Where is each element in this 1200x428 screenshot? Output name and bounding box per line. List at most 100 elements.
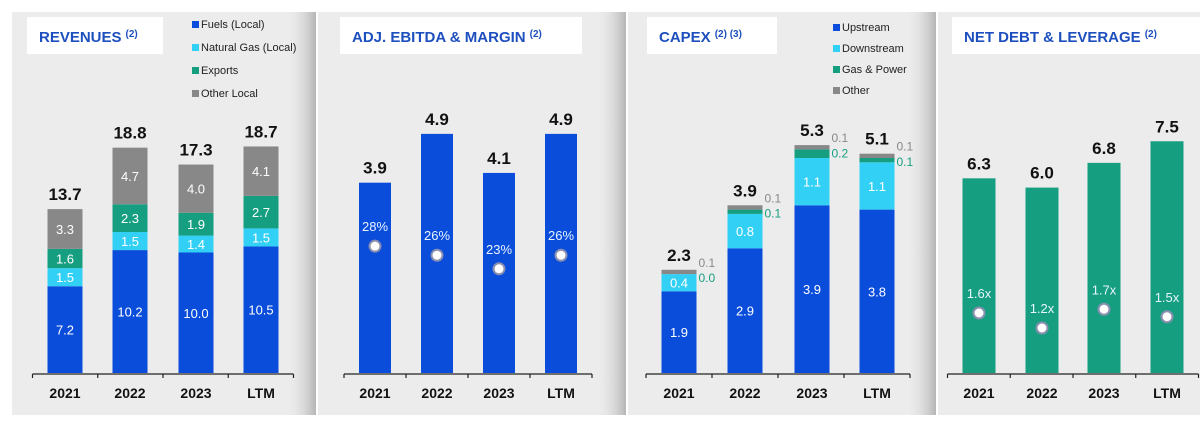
bar-exports [47,248,83,269]
x-tick-label: LTM [547,385,575,401]
chart-title: REVENUES [39,29,122,46]
segment-label: 3.8 [868,284,886,299]
segment-label: 0.1 [765,207,782,221]
x-tick-label: LTM [1153,385,1181,401]
bar-downstream [794,158,830,206]
total-label: 7.5 [1155,117,1179,136]
legend-swatch [833,24,840,31]
total-label: 3.9 [363,159,387,178]
legend-label: Other Local [201,88,258,100]
bar-natural-gas-local- [112,232,148,251]
total-label: 17.3 [179,141,212,160]
segment-label: 4.0 [187,182,205,197]
total-label: 3.9 [733,181,757,200]
total-label: 18.7 [244,122,277,141]
segment-label: 0.1 [765,191,782,205]
title-box [647,17,777,54]
x-tick-label: LTM [247,385,275,401]
segment-label: 1.5 [121,234,139,249]
total-label: 6.0 [1030,164,1054,183]
bar-other-local [112,147,148,205]
segment-label: 10.0 [183,306,208,321]
panel-shadow [906,12,936,415]
chart-panel-4: NET DEBT & LEVERAGE (2) 2021 6.3 1.6x 2022 6.0… [938,12,1200,415]
marker-point [492,262,506,276]
legend-label: Other [842,85,870,97]
legend-swatch [833,66,840,73]
bar-natural-gas-local- [178,235,214,253]
segment-label: 7.2 [56,323,74,338]
bar-other-local [178,164,214,213]
chart-panel-2: ADJ. EBITDA & MARGIN (2) 2021 3.9 28% 2022 4.9… [318,12,626,415]
bar-other [727,205,763,210]
marker-point [430,248,444,262]
bar-other-local [47,209,83,249]
x-tick-label: 2021 [49,385,80,401]
title-footnote: (2) [530,29,542,40]
x-tick-label: 2023 [180,385,211,401]
total-label: 4.9 [425,110,449,129]
bar-gas-power [794,149,830,158]
legend-label: Fuels (Local) [201,19,265,31]
total-label: 18.8 [113,124,146,143]
segment-label: 1.4 [187,237,205,252]
segment-label: 1.5 [56,270,74,285]
segment-label: 0.1 [699,256,716,270]
x-tick-label: 2023 [1088,385,1119,401]
marker-label: 26% [548,228,574,243]
segment-label: 0.1 [832,131,849,145]
total-label: 5.1 [865,130,889,149]
x-tick-label: 2023 [796,385,827,401]
segment-label: 0.8 [736,224,754,239]
chart-panel-3: CAPEX (2) (3) Upstream Downstream Gas & Powe… [628,12,936,415]
bar-natural-gas-local- [47,268,83,287]
bar-fuels-local- [112,250,148,373]
segment-label: 3.3 [56,222,74,237]
x-tick-label: 2021 [963,385,994,401]
x-tick-label: 2022 [1026,385,1057,401]
x-tick-label: LTM [863,385,891,401]
total-label: 5.3 [800,121,824,140]
legend-label: Downstream [842,43,904,55]
x-tick-label: 2021 [663,385,694,401]
marker-point [368,239,382,253]
bar-upstream [661,291,697,373]
marker-label: 1.2x [1030,301,1055,316]
segment-label: 4.1 [252,164,270,179]
chart-title: CAPEX [659,29,711,46]
segment-label: 2.3 [121,211,139,226]
marker-label: 1.7x [1092,282,1117,297]
segment-label: 2.9 [736,304,754,319]
legend-swatch [192,21,199,28]
bar-fuels-local- [243,246,279,373]
x-tick-label: 2022 [729,385,760,401]
panel-shadow [596,12,626,415]
title-box [27,17,163,54]
title-box [340,17,582,54]
x-tick-label: 2021 [359,385,390,401]
bar-upstream [727,248,763,373]
marker-label: 1.6x [967,286,992,301]
chart-panel-1: REVENUES (2) Fuels (Local) Natural Gas (Loc… [12,12,316,415]
title-box [952,17,1200,54]
bar-other [661,269,697,275]
legend-swatch [833,45,840,52]
segment-label: 0.2 [832,146,849,160]
segment-label: 1.6 [56,252,74,267]
segment-label: 1.5 [252,230,270,245]
panel-shadow [286,12,316,415]
bar-upstream [859,209,895,373]
bar-gas-power [727,209,763,214]
total-label: 6.3 [967,154,991,173]
bar-natural-gas-local- [243,228,279,247]
bar-value [962,178,996,373]
total-label: 13.7 [48,185,81,204]
segment-label: 0.1 [897,155,914,169]
bar-value [1150,141,1184,373]
legend-label: Gas & Power [842,64,907,76]
bar-exports [178,212,214,236]
bar-other [794,145,830,150]
segment-label: 3.9 [803,282,821,297]
total-label: 2.3 [667,246,691,265]
